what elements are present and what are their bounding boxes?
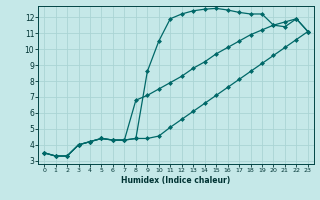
X-axis label: Humidex (Indice chaleur): Humidex (Indice chaleur): [121, 176, 231, 185]
